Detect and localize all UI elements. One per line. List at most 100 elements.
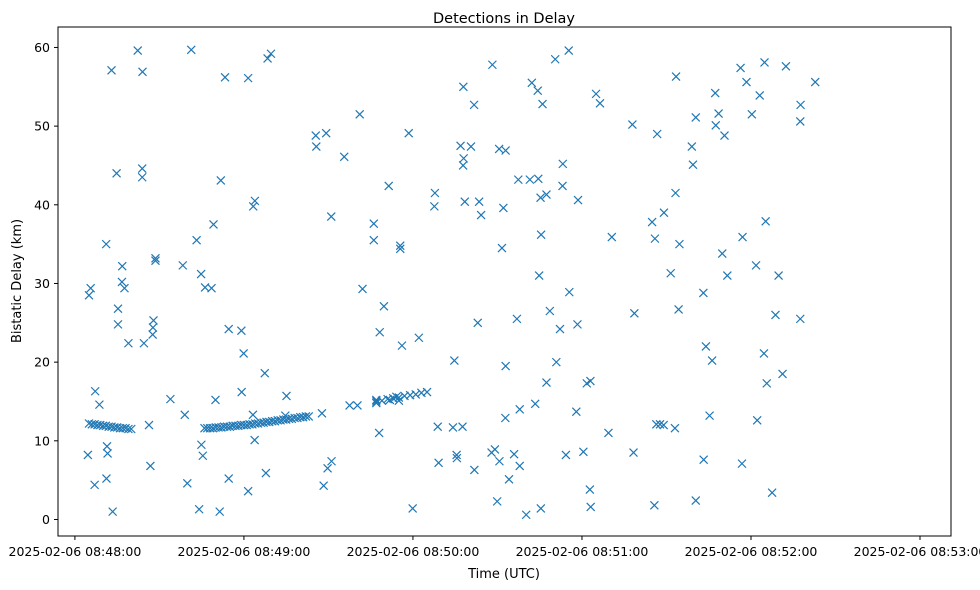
data-point — [671, 188, 680, 198]
data-point — [585, 485, 595, 495]
data-point — [527, 78, 537, 88]
data-point — [207, 283, 216, 293]
data-point — [151, 256, 160, 266]
data-point — [345, 400, 354, 410]
data-point — [534, 271, 544, 281]
data-point — [512, 314, 522, 324]
data-point — [717, 249, 727, 258]
data-point — [113, 304, 123, 314]
data-point — [180, 410, 190, 420]
data-point — [248, 410, 258, 420]
data-point — [651, 419, 661, 429]
data-point — [564, 46, 574, 56]
data-point — [555, 324, 565, 334]
data-point — [701, 341, 711, 351]
plot-area — [83, 45, 820, 520]
data-point — [94, 400, 104, 410]
data-point — [243, 486, 253, 496]
data-point — [379, 301, 389, 311]
data-point — [515, 404, 525, 414]
data-point — [670, 423, 680, 433]
data-point — [448, 423, 458, 432]
data-point — [545, 306, 555, 316]
data-point — [395, 244, 405, 254]
data-point — [149, 316, 158, 325]
data-point — [469, 465, 479, 475]
data-point — [460, 197, 470, 207]
data-point — [90, 386, 100, 396]
data-point — [196, 440, 206, 450]
data-point — [497, 243, 507, 253]
data-point — [224, 324, 234, 334]
y-tick-label: 10 — [34, 433, 50, 448]
data-point — [101, 239, 111, 249]
data-point — [707, 356, 717, 365]
data-point — [781, 61, 791, 71]
data-point — [551, 357, 561, 367]
data-point — [473, 318, 483, 328]
data-point — [573, 195, 583, 205]
data-point — [501, 361, 511, 371]
data-point — [755, 91, 765, 100]
data-point — [236, 326, 246, 336]
data-point — [591, 89, 601, 99]
data-point — [326, 212, 336, 222]
data-point — [458, 161, 468, 170]
data-point — [474, 197, 484, 207]
data-point — [196, 269, 206, 279]
data-point — [666, 268, 676, 278]
data-point — [655, 419, 665, 429]
data-point — [137, 164, 147, 174]
data-point — [395, 241, 405, 251]
data-point — [760, 57, 769, 67]
data-point — [751, 260, 761, 270]
data-point — [237, 387, 247, 397]
data-point — [761, 216, 771, 226]
data-point — [738, 232, 747, 242]
data-point — [578, 447, 588, 457]
data-point — [220, 72, 230, 82]
data-point — [148, 330, 158, 340]
data-point — [192, 235, 202, 245]
data-point — [239, 349, 249, 358]
data-point — [687, 142, 697, 152]
data-point — [394, 393, 404, 402]
data-point — [691, 496, 701, 506]
data-point — [327, 456, 336, 466]
data-point — [250, 435, 260, 445]
x-axis-label: Time (UTC) — [467, 567, 540, 582]
data-point — [107, 65, 116, 75]
data-point — [466, 142, 476, 152]
data-point — [571, 407, 581, 417]
data-point — [558, 159, 568, 169]
data-point — [774, 271, 784, 281]
data-point — [243, 73, 253, 83]
x-tick-label: 2025-02-06 08:49:00 — [178, 544, 311, 559]
data-point — [604, 428, 613, 438]
data-point — [404, 128, 414, 138]
data-point — [266, 49, 276, 59]
data-point — [705, 411, 715, 421]
data-point — [414, 333, 424, 343]
data-point — [476, 210, 486, 220]
data-point — [377, 396, 387, 406]
data-point — [430, 188, 440, 198]
data-point — [771, 310, 780, 320]
data-point — [194, 504, 204, 514]
data-point — [525, 175, 535, 185]
data-point — [649, 500, 659, 510]
data-point — [369, 219, 379, 229]
data-point — [422, 387, 432, 397]
data-point — [452, 453, 462, 463]
data-point — [492, 496, 502, 506]
data-point — [216, 175, 226, 185]
chart-title: Detections in Delay — [433, 11, 575, 27]
data-point — [542, 378, 551, 388]
data-point — [759, 349, 769, 358]
data-point — [747, 109, 757, 119]
data-point — [133, 46, 143, 56]
data-point — [282, 391, 291, 401]
data-point — [102, 441, 112, 451]
